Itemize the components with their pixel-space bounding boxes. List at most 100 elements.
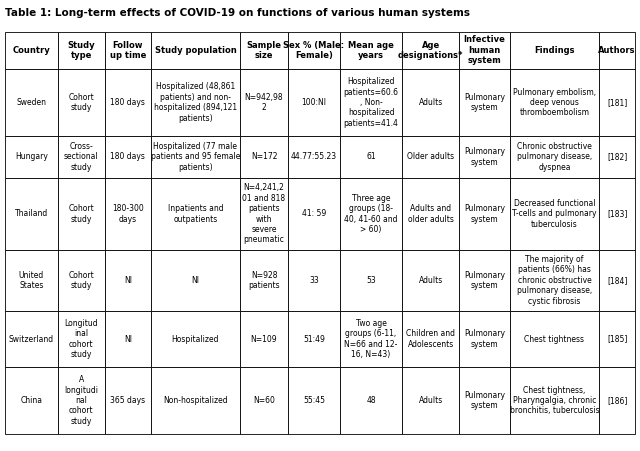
Bar — [105, 311, 150, 367]
Text: Pulmonary
system: Pulmonary system — [464, 147, 505, 166]
Bar — [340, 136, 402, 178]
Text: 180 days: 180 days — [111, 152, 145, 161]
Text: Country: Country — [12, 46, 50, 55]
Text: United
States: United States — [19, 271, 44, 290]
Text: Hungary: Hungary — [15, 152, 48, 161]
Text: Findings: Findings — [534, 46, 575, 55]
Text: N=109: N=109 — [251, 335, 277, 344]
Bar — [460, 136, 509, 178]
Text: Study population: Study population — [154, 46, 236, 55]
Bar — [460, 69, 509, 136]
Bar — [5, 136, 58, 178]
Bar — [58, 32, 105, 69]
Bar — [599, 136, 635, 178]
Text: Two age
groups (6-11,
N=66 and 12-
16, N=43): Two age groups (6-11, N=66 and 12- 16, N… — [344, 319, 398, 359]
Bar — [402, 311, 460, 367]
Bar — [402, 250, 460, 311]
Text: NI: NI — [124, 276, 132, 285]
Text: Sweden: Sweden — [16, 98, 46, 107]
Text: 44.77:55.23: 44.77:55.23 — [291, 152, 337, 161]
Bar — [240, 311, 288, 367]
Text: Hospitalized (77 male
patients and 95 female
patients): Hospitalized (77 male patients and 95 fe… — [150, 142, 240, 172]
Text: Adults: Adults — [419, 98, 443, 107]
Text: Non-hospitalized: Non-hospitalized — [163, 396, 228, 405]
Text: Mean age
years: Mean age years — [348, 41, 394, 60]
Text: N=928
patients: N=928 patients — [248, 271, 280, 290]
Bar — [240, 178, 288, 250]
Bar — [105, 69, 150, 136]
Text: Follow
up time: Follow up time — [109, 41, 146, 60]
Text: Adults: Adults — [419, 396, 443, 405]
Text: Hospitalized
patients=60.6
, Non-
hospitalized
patients=41.4: Hospitalized patients=60.6 , Non- hospit… — [344, 77, 399, 128]
Text: Sample
size: Sample size — [246, 41, 282, 60]
Bar — [599, 311, 635, 367]
Text: Older adults: Older adults — [407, 152, 454, 161]
Text: Age
designations*: Age designations* — [398, 41, 463, 60]
Bar — [105, 367, 150, 434]
Text: Study
type: Study type — [67, 41, 95, 60]
Text: Infective
human
system: Infective human system — [463, 36, 506, 65]
Text: Hospitalized (48,861
patients) and non-
hospitalized (894,121
patients): Hospitalized (48,861 patients) and non- … — [154, 83, 237, 123]
Bar — [402, 178, 460, 250]
Bar — [599, 367, 635, 434]
Text: 33: 33 — [309, 276, 319, 285]
Text: [182]: [182] — [607, 152, 627, 161]
Bar — [150, 311, 240, 367]
Text: Cross-
sectional
study: Cross- sectional study — [64, 142, 99, 172]
Bar — [150, 367, 240, 434]
Text: 55:45: 55:45 — [303, 396, 325, 405]
Text: Pulmonary
system: Pulmonary system — [464, 204, 505, 224]
Bar — [340, 178, 402, 250]
Text: Pulmonary
system: Pulmonary system — [464, 93, 505, 112]
Bar — [402, 367, 460, 434]
Bar — [5, 250, 58, 311]
Bar — [402, 69, 460, 136]
Bar — [599, 250, 635, 311]
Text: Switzerland: Switzerland — [9, 335, 54, 344]
Text: Sex % (Male:
Female): Sex % (Male: Female) — [284, 41, 344, 60]
Bar — [460, 250, 509, 311]
Text: 180 days: 180 days — [111, 98, 145, 107]
Bar — [5, 32, 58, 69]
Bar — [288, 69, 340, 136]
Text: [186]: [186] — [607, 396, 627, 405]
Text: N=942,98
2: N=942,98 2 — [244, 93, 284, 112]
Text: N=172: N=172 — [251, 152, 277, 161]
Bar — [509, 178, 599, 250]
Text: 365 days: 365 days — [110, 396, 145, 405]
Text: Pulmonary embolism,
deep venous
thromboembolism: Pulmonary embolism, deep venous thromboe… — [513, 87, 596, 117]
Text: 180-300
days: 180-300 days — [112, 204, 144, 224]
Text: Cohort
study: Cohort study — [68, 271, 94, 290]
Text: N=4,241,2
01 and 818
patients
with
severe
pneumatic: N=4,241,2 01 and 818 patients with sever… — [243, 184, 285, 244]
Bar — [288, 250, 340, 311]
Bar — [340, 250, 402, 311]
Bar — [240, 32, 288, 69]
Bar — [288, 32, 340, 69]
Text: [184]: [184] — [607, 276, 627, 285]
Bar — [58, 250, 105, 311]
Bar — [599, 32, 635, 69]
Bar — [58, 69, 105, 136]
Text: 48: 48 — [366, 396, 376, 405]
Bar — [288, 136, 340, 178]
Bar — [288, 367, 340, 434]
Text: China: China — [20, 396, 42, 405]
Text: 53: 53 — [366, 276, 376, 285]
Text: Adults and
older adults: Adults and older adults — [408, 204, 454, 224]
Text: Children and
Adolescents: Children and Adolescents — [406, 329, 455, 349]
Bar — [58, 367, 105, 434]
Bar — [150, 32, 240, 69]
Text: Authors: Authors — [598, 46, 636, 55]
Bar — [105, 32, 150, 69]
Bar — [105, 136, 150, 178]
Bar — [240, 250, 288, 311]
Text: The majority of
patients (66%) has
chronic obstructive
pulmonary disease,
cystic: The majority of patients (66%) has chron… — [517, 255, 592, 306]
Text: Chronic obstructive
pulmonary disease,
dyspnea: Chronic obstructive pulmonary disease, d… — [517, 142, 592, 172]
Text: [185]: [185] — [607, 335, 627, 344]
Text: Hospitalized: Hospitalized — [172, 335, 219, 344]
Text: Chest tightness: Chest tightness — [525, 335, 584, 344]
Bar — [599, 69, 635, 136]
Bar — [599, 178, 635, 250]
Bar — [150, 136, 240, 178]
Bar — [58, 136, 105, 178]
